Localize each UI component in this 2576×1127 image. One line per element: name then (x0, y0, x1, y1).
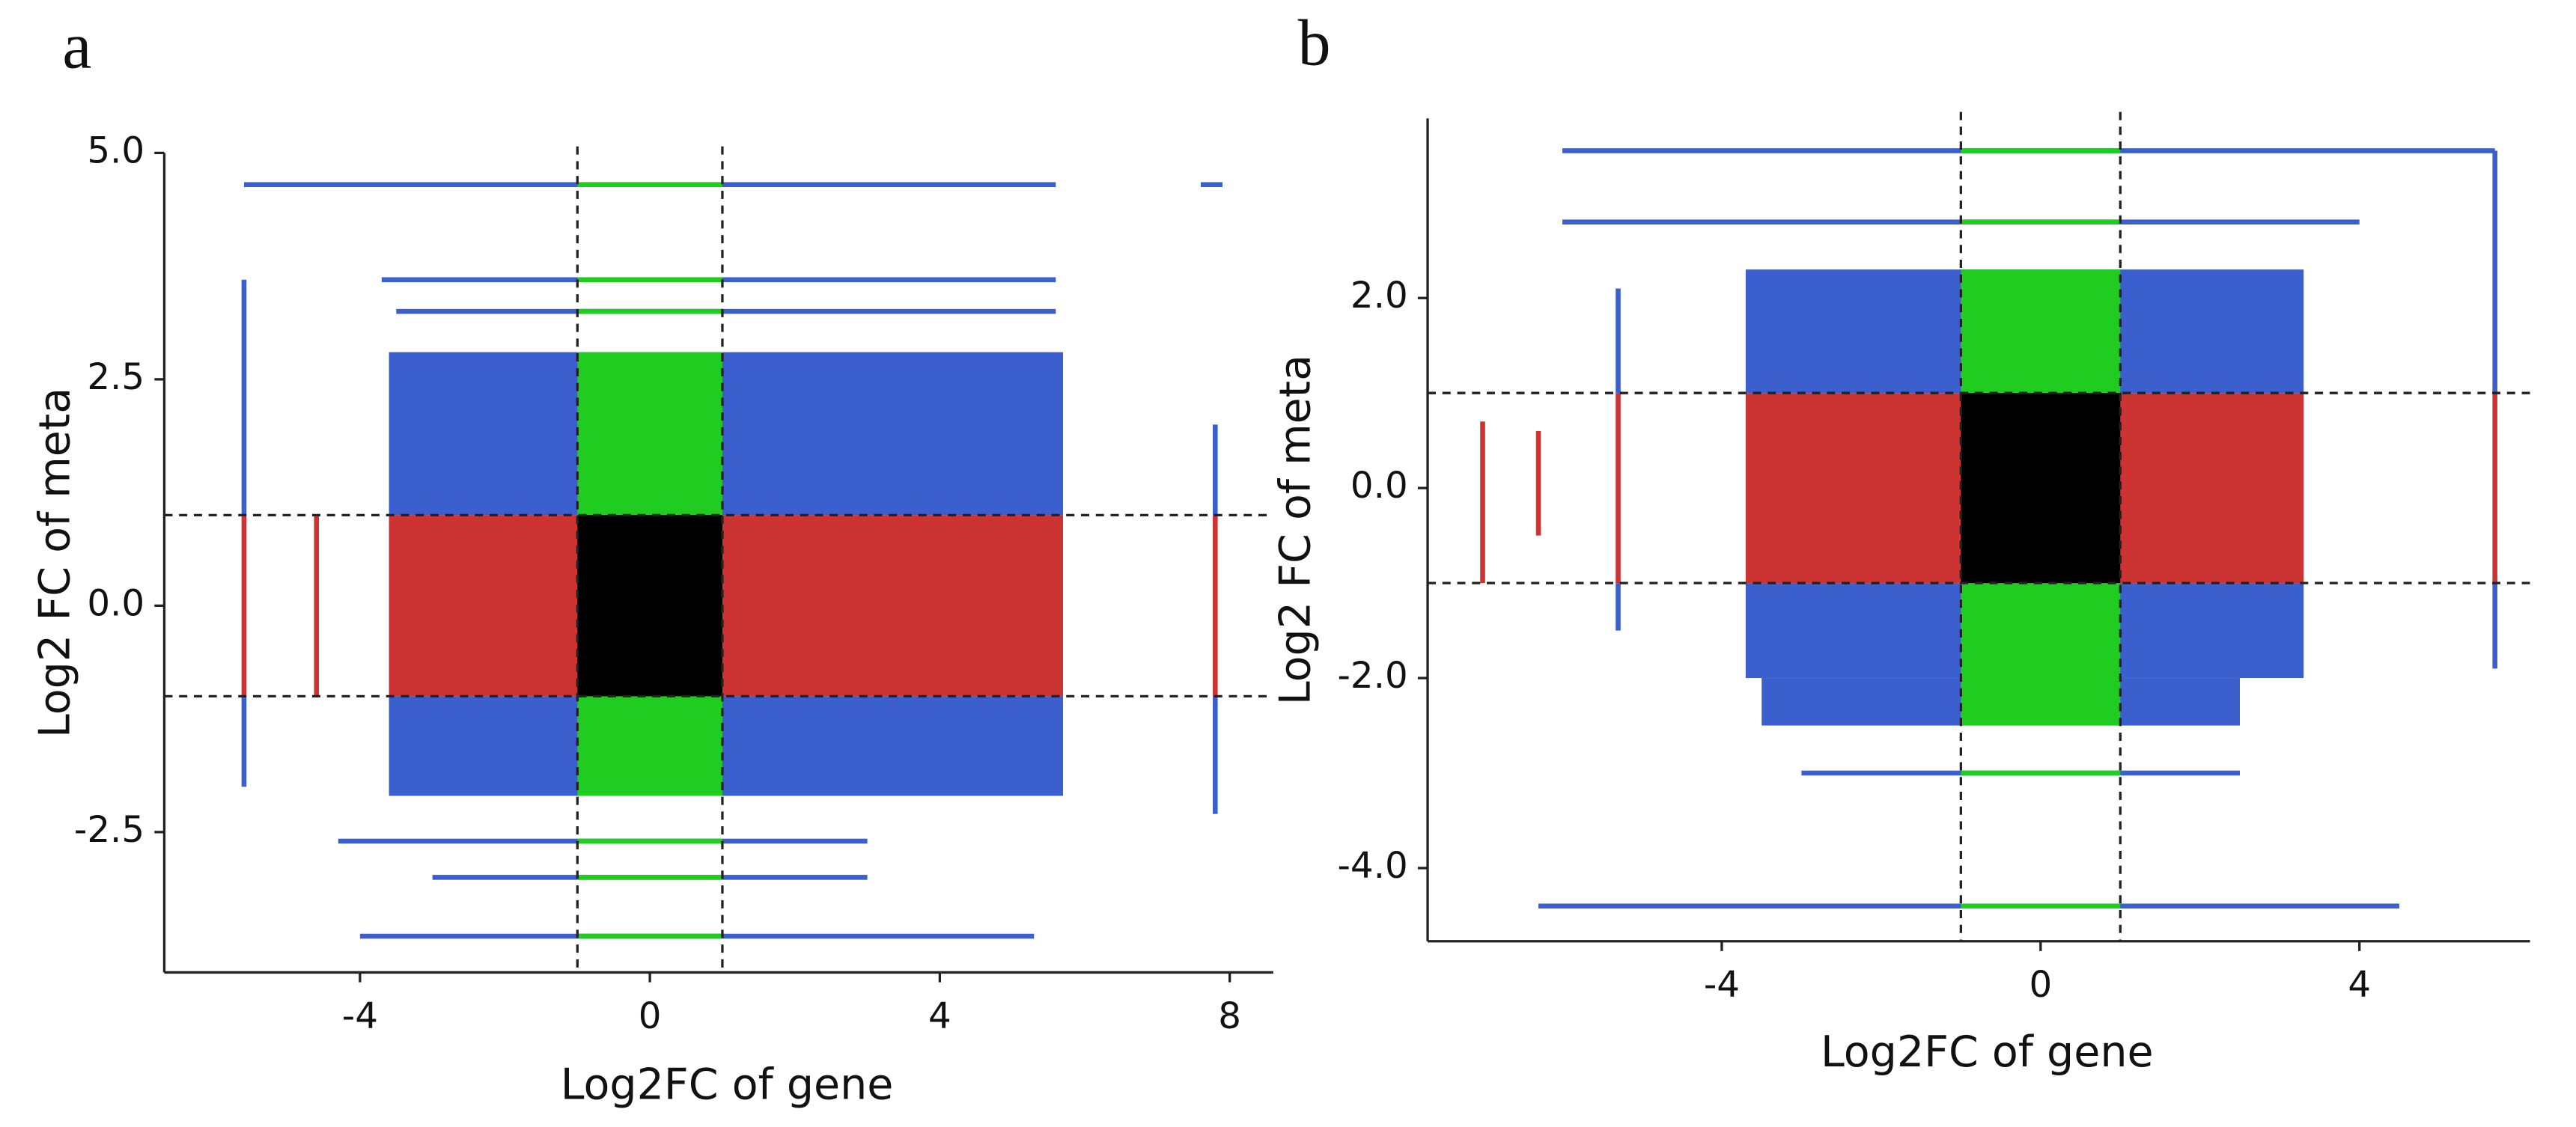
point-cluster (1961, 148, 2121, 153)
point-cluster (389, 515, 1063, 697)
point-cluster (577, 308, 722, 314)
point-cluster (1961, 770, 2121, 776)
point-cluster (1480, 421, 1485, 584)
point-cluster (577, 352, 722, 516)
x-tick-label: 8 (1218, 995, 1241, 1037)
panel: 5.0 2.5 0.0 -2.5 -4 0 4 8 a Log2FC of gene Log2 FC… (30, 10, 1273, 1110)
y-axis-label: Log2 FC of meta (30, 388, 79, 738)
point-cluster (577, 182, 722, 188)
point-cluster (577, 277, 722, 283)
point-cluster (396, 308, 1056, 314)
point-cluster (2492, 583, 2497, 669)
point-cluster (1961, 583, 2121, 726)
point-cluster (577, 515, 722, 697)
panel: 2.0 0.0 -2.0 -4.0 -4 0 4 b Log2FC of gene Log2 FC… (1270, 6, 2530, 1077)
point-cluster (1616, 583, 1621, 631)
panel-label: b (1298, 6, 1331, 79)
point-cluster (1213, 424, 1218, 516)
panel-label: a (62, 10, 91, 82)
x-tick-label: -4 (342, 995, 378, 1037)
point-cluster (1213, 515, 1218, 697)
y-tick-label: 2.5 (87, 356, 144, 398)
point-cluster (1616, 393, 1621, 584)
point-cluster (389, 696, 1063, 796)
y-tick-label: 0.0 (1351, 465, 1408, 507)
x-axis-label: Log2FC of gene (561, 1060, 894, 1110)
point-cluster (241, 696, 247, 787)
point-cluster (1961, 269, 2121, 394)
x-tick-label: -4 (1704, 964, 1740, 1006)
y-tick-label: -2.5 (74, 809, 144, 851)
y-tick-label: -4.0 (1338, 845, 1408, 887)
point-cluster (2492, 150, 2497, 394)
point-cluster (1535, 430, 1541, 536)
y-tick-label: 2.0 (1351, 275, 1408, 317)
point-cluster (1961, 903, 2121, 909)
point-cluster (577, 838, 722, 844)
x-tick-label: 0 (2029, 964, 2052, 1006)
point-cluster (577, 875, 722, 880)
x-tick-label: 4 (928, 995, 951, 1037)
x-tick-label: 0 (639, 995, 662, 1037)
point-cluster (1961, 393, 2121, 584)
point-cluster (314, 515, 320, 697)
point-cluster (577, 696, 722, 796)
point-cluster (1213, 696, 1218, 814)
point-cluster (2492, 393, 2497, 584)
point-cluster (389, 352, 1063, 516)
point-cluster (1961, 219, 2121, 225)
point-cluster (241, 515, 247, 697)
y-tick-label: 0.0 (87, 582, 144, 624)
y-tick-label: -2.0 (1338, 655, 1408, 697)
x-axis-label: Log2FC of gene (1821, 1027, 2154, 1077)
point-cluster (577, 933, 722, 939)
y-axis-label: Log2 FC of meta (1270, 355, 1320, 705)
point-cluster (1200, 182, 1222, 188)
point-cluster (241, 279, 247, 516)
point-cluster (1616, 288, 1621, 394)
x-tick-label: 4 (2348, 964, 2371, 1006)
y-tick-label: 5.0 (87, 129, 144, 171)
